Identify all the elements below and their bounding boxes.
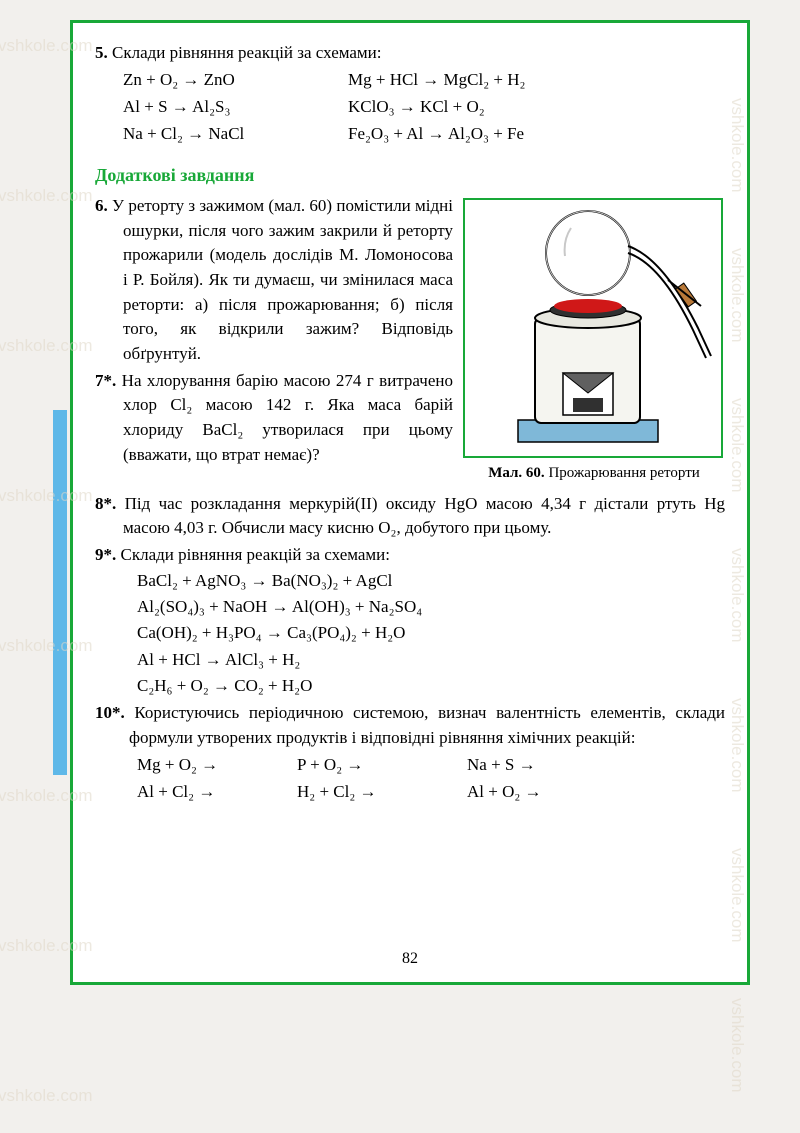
task-7-text: На хлорування барію масою 274 г витрачен… xyxy=(122,371,453,464)
task-num-7: 7*. xyxy=(95,371,116,390)
formula: Al + HCl → AlCl₃ + H₂ xyxy=(137,647,725,673)
task-9-text: Склади рівняння реакцій за схемами: xyxy=(121,545,391,564)
task-num-8: 8*. xyxy=(95,494,116,513)
task-num-6: 6. xyxy=(95,196,108,215)
formula: Na + Cl₂ → NaCl xyxy=(123,120,348,147)
task-5-formulas: Zn + O₂ → ZnO Al + S → Al₂S₃ Na + Cl₂ → … xyxy=(123,66,725,148)
formula: Na + S → xyxy=(467,751,542,778)
task-8-text: Під час розкладання меркурій(II) оксиду … xyxy=(123,494,725,538)
formula: Al + O₂ → xyxy=(467,778,542,805)
formula: KClO₃ → KCl + O₂ xyxy=(348,93,525,120)
page-number: 82 xyxy=(73,950,747,968)
task-6-text: У реторту з зажимом (мал. 60) помістили … xyxy=(112,196,453,363)
formula: Al + S → Al₂S₃ xyxy=(123,93,348,120)
task-5-text: Склади рівняння реакцій за схемами: xyxy=(112,43,382,62)
page-frame: 5. Склади рівняння реакцій за схемами: Z… xyxy=(70,20,750,985)
retort-illustration xyxy=(463,198,723,460)
fig-caption-text: Прожарювання реторти xyxy=(545,465,700,481)
formula: Al + Cl₂ → xyxy=(137,778,297,805)
task-10-formulas: Mg + O₂ → Al + Cl₂ → P + O₂ → H₂ + Cl₂ →… xyxy=(137,751,725,805)
formula: P + O₂ → xyxy=(297,751,467,778)
fig-caption-bold: Мал. 60. xyxy=(488,465,544,481)
task-5: 5. Склади рівняння реакцій за схемами: xyxy=(95,41,725,66)
formula: Fe₂O₃ + Al → Al₂O₃ + Fe xyxy=(348,120,525,147)
task-9: 9*. Склади рівняння реакцій за схемами: xyxy=(95,543,725,568)
task-num-5: 5. xyxy=(95,43,108,62)
section-title: Додаткові завдання xyxy=(95,165,725,186)
task-9-formulas: BaCl₂ + AgNO₃ → Ba(NO₃)₂ + AgCl Al₂(SO₄)… xyxy=(137,568,725,700)
side-accent-bar xyxy=(53,410,67,775)
formula: Zn + O₂ → ZnO xyxy=(123,66,348,93)
task-num-9: 9*. xyxy=(95,545,116,564)
formula: Mg + O₂ → xyxy=(137,751,297,778)
formula: Mg + HCl → MgCl₂ + H₂ xyxy=(348,66,525,93)
task-10: 10*. Користуючись періодичною системою, … xyxy=(95,701,725,750)
watermark: vshkole.com xyxy=(727,998,747,1092)
formula: BaCl₂ + AgNO₃ → Ba(NO₃)₂ + AgCl xyxy=(137,568,725,594)
formula: H₂ + Cl₂ → xyxy=(297,778,467,805)
formula: C₂H₆ + O₂ → CO₂ + H₂O xyxy=(137,673,725,699)
task-num-10: 10*. xyxy=(95,703,125,722)
task-8: 8*. Під час розкладання меркурій(II) окс… xyxy=(95,492,725,541)
figure-60: Мал. 60. Прожарювання реторти xyxy=(463,198,725,484)
watermark: vshkole.com xyxy=(0,1086,92,1106)
figure-caption: Мал. 60. Прожарювання реторти xyxy=(463,464,725,484)
formula: Ca(OH)₂ + H₃PO₄ → Ca₃(PO₄)₂ + H₂O xyxy=(137,620,725,646)
formula: Al₂(SO₄)₃ + NaOH → Al(OH)₃ + Na₂SO₄ xyxy=(137,594,725,620)
task-10-text: Користуючись періодичною системою, визна… xyxy=(129,703,725,747)
